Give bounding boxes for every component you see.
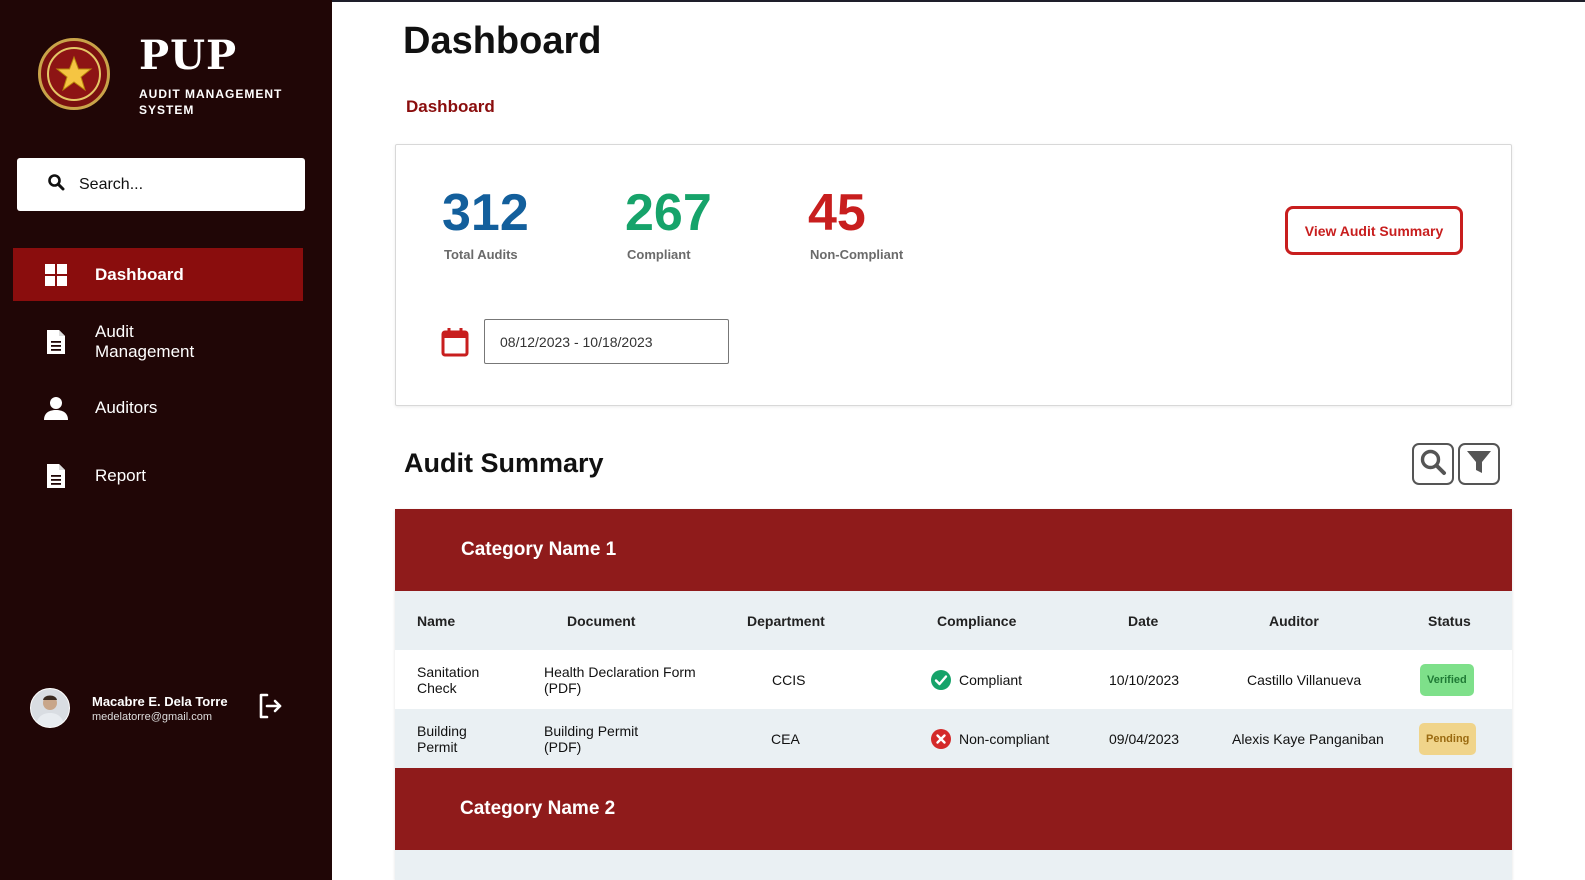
stat-noncompliant: 45 Non-Compliant [808, 185, 903, 262]
date-range-field[interactable]: 08/12/2023 - 10/18/2023 [484, 319, 729, 364]
nav-dashboard-label: Dashboard [95, 264, 184, 284]
col-date[interactable]: Date [1128, 612, 1159, 629]
grid-icon [41, 263, 71, 287]
stat-noncompliant-value: 45 [808, 184, 866, 242]
col-status[interactable]: Status [1428, 612, 1471, 629]
col-department[interactable]: Department [747, 612, 825, 629]
cell-document[interactable]: Building Permit (PDF) [544, 722, 639, 755]
page-title: Dashboard [403, 20, 602, 62]
nav-dashboard[interactable]: Dashboard [13, 248, 303, 301]
logout-icon[interactable] [257, 692, 283, 725]
brand-subtitle: AUDIT MANAGEMENT SYSTEM [139, 87, 283, 117]
category-header[interactable]: Category Name 1 [395, 509, 1512, 591]
stats-card: 312 Total Audits 267 Compliant 45 Non-Co… [395, 144, 1512, 406]
check-circle-icon [931, 669, 951, 690]
breadcrumb[interactable]: Dashboard [406, 97, 495, 116]
search-table-button[interactable] [1412, 443, 1454, 485]
table-header-row: Name Document Department Compliance Date… [395, 591, 1512, 650]
stat-total-audits: 312 Total Audits [442, 185, 529, 262]
nav-auditors[interactable]: Auditors [13, 396, 303, 420]
user-profile: Macabre E. Dela Torre medelatorre@gmail.… [30, 688, 228, 728]
col-name[interactable]: Name [417, 612, 456, 629]
user-email: medelatorre@gmail.com [92, 710, 212, 723]
stat-compliant: 267 Compliant [625, 185, 712, 262]
calendar-icon[interactable] [441, 327, 469, 362]
table-row[interactable]: Sanitation Check Health Declaration Form… [395, 650, 1512, 709]
pup-seal-logo [38, 38, 110, 110]
table-header-row [395, 850, 1512, 880]
user-name: Macabre E. Dela Torre [92, 693, 228, 709]
status-badge[interactable]: Pending [1419, 722, 1477, 755]
cell-compliance: Compliant [931, 669, 1023, 690]
col-auditor[interactable]: Auditor [1269, 612, 1319, 629]
cell-auditor: Castillo Villanueva [1247, 671, 1362, 688]
filter-icon [1466, 449, 1492, 480]
stat-total-label: Total Audits [444, 247, 518, 262]
document-icon [41, 463, 71, 489]
stat-noncompliant-label: Non-Compliant [810, 247, 904, 262]
compliance-label: Compliant [959, 671, 1023, 688]
x-circle-icon [931, 728, 951, 749]
cell-auditor: Alexis Kaye Panganiban [1232, 730, 1384, 747]
cell-name: Sanitation Check [417, 663, 480, 696]
nav-report[interactable]: Report [13, 463, 303, 489]
table-row[interactable]: Building Permit Building Permit (PDF) CE… [395, 709, 1512, 768]
document-icon [41, 329, 71, 355]
cell-date: 10/10/2023 [1109, 671, 1180, 688]
cell-date: 09/04/2023 [1109, 730, 1180, 747]
search-input[interactable] [79, 175, 279, 194]
sidebar: PUP AUDIT MANAGEMENT SYSTEM Dashboard Au… [0, 0, 332, 880]
search-icon [47, 173, 65, 196]
compliance-label: Non-compliant [959, 730, 1050, 747]
nav-audit-management-label: Audit Management [95, 322, 195, 361]
audit-summary-table: Category Name 1 Name Document Department… [395, 509, 1512, 880]
search-icon [1419, 448, 1447, 481]
cell-name: Building Permit [417, 722, 467, 755]
brand-title: PUP [139, 32, 238, 79]
status-badge[interactable]: Verified [1420, 663, 1474, 696]
filter-button[interactable] [1458, 443, 1500, 485]
stat-compliant-label: Compliant [627, 247, 691, 262]
user-icon [41, 396, 71, 420]
cell-compliance: Non-compliant [931, 728, 1050, 749]
avatar [30, 688, 70, 728]
category-header[interactable]: Category Name 2 [395, 768, 1512, 850]
cell-department: CCIS [772, 671, 806, 688]
cell-document[interactable]: Health Declaration Form (PDF) [544, 663, 696, 696]
nav-audit-management[interactable]: Audit Management [13, 322, 303, 362]
top-border [0, 0, 1585, 2]
col-document[interactable]: Document [567, 612, 636, 629]
col-compliance[interactable]: Compliance [937, 612, 1017, 629]
cell-department: CEA [771, 730, 800, 747]
nav-auditors-label: Auditors [95, 398, 158, 417]
stat-compliant-value: 267 [625, 184, 712, 242]
view-audit-summary-button[interactable]: View Audit Summary [1285, 206, 1463, 255]
nav-report-label: Report [95, 466, 147, 485]
search-box[interactable] [17, 158, 305, 211]
stat-total-value: 312 [442, 184, 529, 242]
audit-summary-title: Audit Summary [404, 448, 604, 478]
